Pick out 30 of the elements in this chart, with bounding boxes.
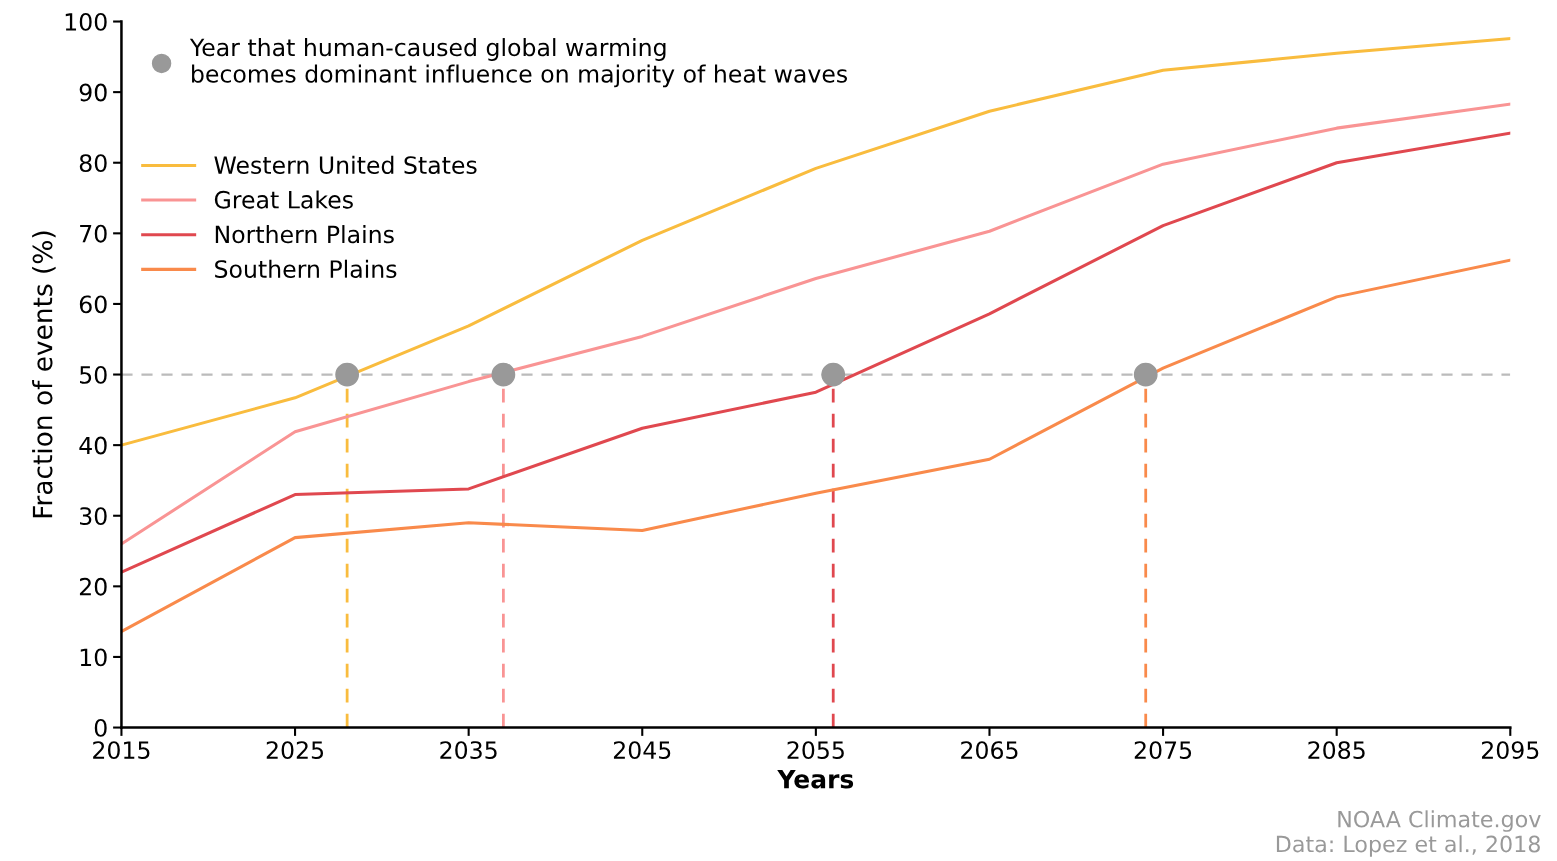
y-tick-label: 20 bbox=[79, 577, 107, 596]
y-tick-label: 40 bbox=[79, 436, 107, 455]
y-tick-label: 90 bbox=[79, 83, 107, 102]
x-tick-label: 2065 bbox=[961, 741, 1018, 760]
line-series bbox=[121, 36, 1511, 447]
legend-label: Great Lakes bbox=[214, 190, 353, 209]
x-tick-label: 2085 bbox=[1308, 741, 1365, 760]
legend-label: Southern Plains bbox=[215, 259, 397, 278]
x-tick-label: 2075 bbox=[1134, 741, 1192, 760]
x-tick-label: 2025 bbox=[266, 741, 324, 760]
y-tick-label: 0 bbox=[94, 718, 107, 737]
y-tick-label: 70 bbox=[80, 224, 107, 243]
y-tick-label: 80 bbox=[79, 154, 107, 173]
y-tick-label: 60 bbox=[79, 295, 107, 314]
y-tick-label: 30 bbox=[80, 507, 107, 526]
legend-label: Western United States bbox=[214, 155, 477, 175]
y-tick-label: 50 bbox=[80, 365, 107, 384]
x-axis-title: Years bbox=[777, 769, 854, 789]
y-tick-label: 10 bbox=[80, 648, 107, 667]
line-series bbox=[121, 258, 1511, 634]
x-tick-label: 2045 bbox=[613, 741, 671, 760]
y-tick-label: 100 bbox=[65, 12, 107, 31]
x-tick-label: 2015 bbox=[93, 741, 150, 760]
legend-label: Year that human-caused global warming becomes dominant influence on majority of heat waves bbox=[189, 38, 848, 88]
legend-label: Northern Plains bbox=[215, 225, 394, 244]
x-tick-label: 2095 bbox=[1481, 741, 1539, 760]
x-tick-label: 2035 bbox=[440, 741, 497, 760]
text: NOAA Climate.gov Data: Lopez et al., 2018 bbox=[1276, 810, 1541, 857]
y-axis-title: Fraction of events (%) bbox=[32, 231, 56, 518]
x-tick-label: 2055 bbox=[787, 741, 844, 760]
